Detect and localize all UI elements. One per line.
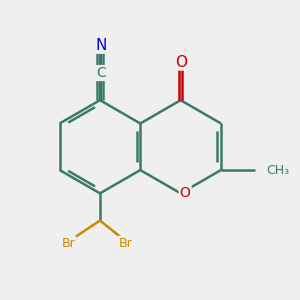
Text: O: O (180, 186, 190, 200)
Text: Br: Br (61, 237, 75, 250)
Text: N: N (96, 38, 107, 53)
Text: O: O (175, 55, 187, 70)
Text: C: C (96, 66, 106, 80)
Text: Br: Br (119, 237, 133, 250)
Text: CH₃: CH₃ (266, 164, 289, 177)
